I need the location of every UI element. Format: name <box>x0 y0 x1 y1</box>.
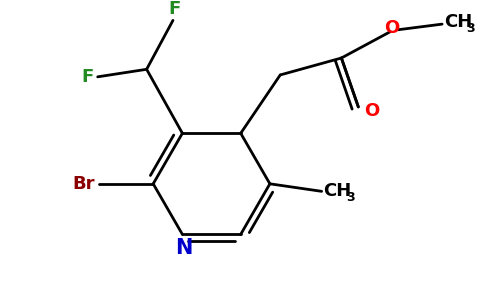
Text: Br: Br <box>73 175 95 193</box>
Text: N: N <box>176 238 193 257</box>
Text: CH: CH <box>444 13 472 31</box>
Text: F: F <box>169 0 181 18</box>
Text: CH: CH <box>323 182 352 200</box>
Text: 3: 3 <box>346 191 355 204</box>
Text: O: O <box>364 102 379 120</box>
Text: F: F <box>82 68 94 86</box>
Text: O: O <box>385 19 400 37</box>
Text: 3: 3 <box>467 22 475 35</box>
